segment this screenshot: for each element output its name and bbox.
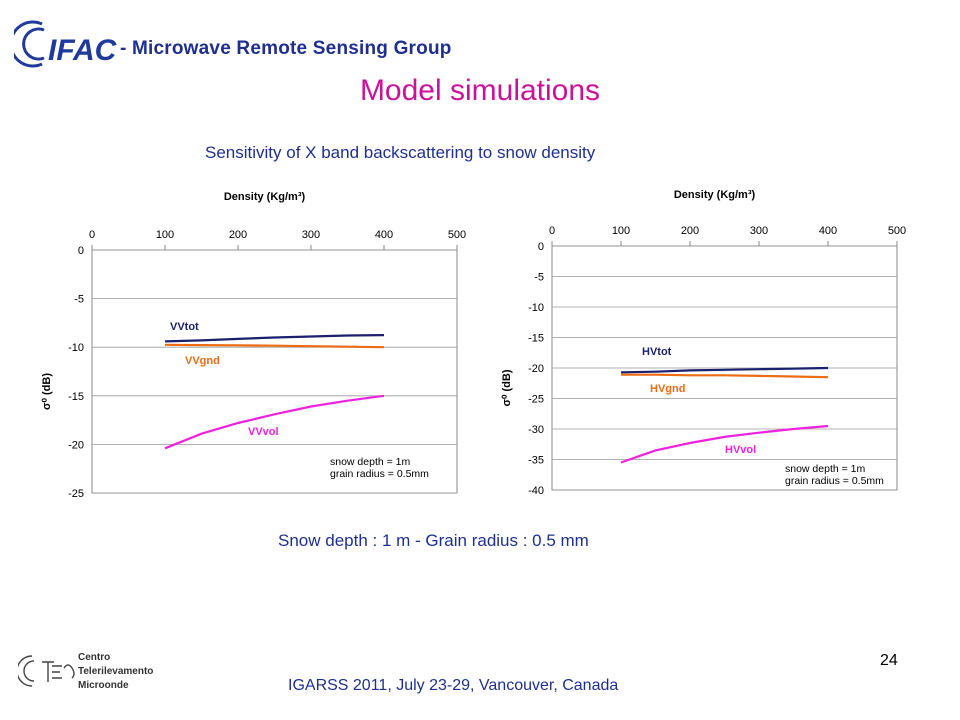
- slide-caption: Snow depth : 1 m - Grain radius : 0.5 mm: [278, 531, 589, 550]
- chart-hv: 0 -5 -10 -15 -20 -25 -30 -35 -40 0 100 200 300 400 500…: [501, 189, 906, 497]
- chart-annotation: snow depth = 1m: [785, 463, 866, 475]
- x-tick-label: 0: [549, 225, 555, 237]
- y-tick-label: -25: [528, 394, 544, 406]
- series-line-vvvol: [164, 394, 385, 450]
- ctm-logo: [18, 655, 75, 687]
- footer-conference: IGARSS 2011, July 23-29, Vancouver, Cana…: [288, 677, 619, 694]
- x-tick-label: 400: [819, 225, 837, 237]
- x-tick-label: 300: [750, 225, 768, 237]
- ctm-line: Microonde: [78, 680, 129, 691]
- y-tick-label: 0: [78, 245, 84, 257]
- y-tick-label: -5: [534, 272, 544, 284]
- logo-text: IFAC: [48, 34, 118, 67]
- series-line-hvvol: [620, 424, 829, 464]
- ctm-label: Centro Telerilevamento Microonde: [78, 651, 153, 693]
- x-tick-label: 100: [156, 229, 174, 241]
- y-tick-label: -15: [528, 333, 544, 345]
- series-line-vvtot: [164, 334, 385, 343]
- x-tick-label: 500: [888, 225, 906, 237]
- y-tick-label: 0: [538, 241, 544, 253]
- x-tick-label: 400: [375, 229, 393, 241]
- y-tick-label: -10: [528, 302, 544, 314]
- x-axis-label: Density (Kg/m³): [224, 191, 306, 203]
- page-number: 24: [880, 652, 898, 669]
- series-line-vvgnd: [164, 343, 385, 349]
- series-label-hvvol: HVvol: [725, 444, 756, 456]
- chart-annotation: snow depth = 1m: [330, 456, 411, 468]
- series-label-vvvol: VVvol: [248, 426, 279, 438]
- group-name: - Microwave Remote Sensing Group: [120, 38, 452, 59]
- x-axis-label: Density (Kg/m³): [674, 189, 756, 201]
- slide-title: Model simulations: [359, 74, 601, 107]
- slide-subtitle: Sensitivity of X band backscattering to …: [205, 143, 596, 162]
- plot-frame: [91, 249, 458, 494]
- chart-vv: 0 -5 -10 -15 -20 -25 0 100 200 300 400 500 Density (…: [41, 191, 466, 500]
- y-tick-label: -20: [528, 363, 544, 375]
- y-tick-label: -10: [68, 342, 84, 354]
- series-line-hvtot: [620, 366, 829, 374]
- x-tick-label: 0: [89, 229, 95, 241]
- y-axis-label: σ⁰ (dB): [41, 373, 53, 410]
- series-label-vvtot: VVtot: [170, 321, 199, 333]
- x-tick-label: 300: [302, 229, 320, 241]
- ifac-logo: IFAC: [14, 20, 118, 68]
- series-label-vvgnd: VVgnd: [185, 355, 220, 367]
- y-tick-label: -15: [68, 391, 84, 403]
- y-tick-label: -25: [68, 488, 84, 500]
- series-label-hvgnd: HVgnd: [650, 383, 685, 395]
- ctm-line: Centro: [78, 652, 111, 663]
- series-label-hvtot: HVtot: [642, 346, 672, 358]
- y-tick-label: -20: [68, 439, 84, 451]
- y-tick-label: -5: [74, 294, 84, 306]
- chart-annotation: grain radius = 0.5mm: [330, 468, 429, 480]
- y-tick-label: -40: [528, 485, 544, 497]
- y-axis-label: σ⁰ (dB): [501, 369, 513, 406]
- y-tick-label: -30: [528, 424, 544, 436]
- x-tick-label: 200: [681, 225, 699, 237]
- x-tick-label: 200: [229, 229, 247, 241]
- series-line-hvgnd: [621, 373, 829, 379]
- chart-annotation: grain radius = 0.5mm: [785, 475, 884, 487]
- y-tick-label: -35: [528, 455, 544, 467]
- x-tick-label: 100: [612, 225, 630, 237]
- x-tick-label: 500: [448, 229, 466, 241]
- ctm-line: Telerilevamento: [78, 666, 154, 677]
